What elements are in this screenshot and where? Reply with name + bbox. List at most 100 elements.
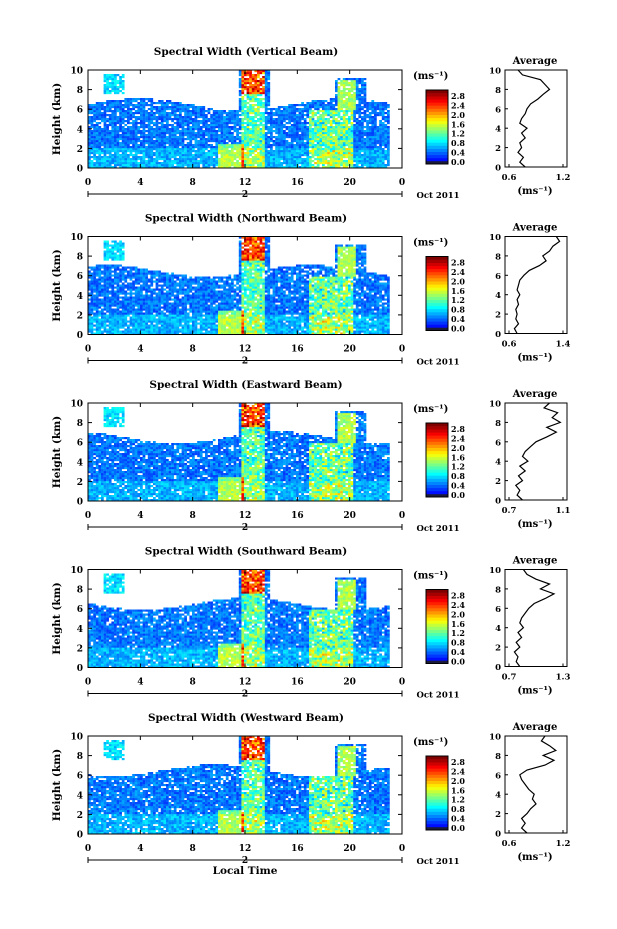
average-y-tick-label: 6: [495, 771, 501, 781]
colorbar: [425, 256, 449, 331]
average-y-tick-label: 0: [495, 497, 501, 507]
colorbar-tick-label: 1.6: [451, 619, 465, 629]
average-y-tick-label: 0: [495, 164, 501, 174]
average-y-tick-label: 0: [495, 330, 501, 340]
average-y-tick-label: 6: [495, 105, 501, 115]
colorbar-unit: (ms⁻¹): [413, 238, 448, 249]
average-y-tick-label: 4: [495, 458, 501, 468]
average-y-tick-label: 2: [495, 477, 501, 487]
colorbar-tick-label: 0.8: [451, 471, 465, 481]
average-y-tick-label: 8: [495, 752, 501, 762]
average-y-tick-label: 10: [489, 67, 501, 77]
colorbar-tick-label: 2.8: [451, 757, 465, 767]
colorbar-tick-label: 1.2: [451, 462, 465, 472]
average-x-tick-label: 0.6: [502, 839, 517, 849]
x-tick-label: 8: [190, 678, 196, 688]
x-tick-label: 8: [190, 844, 196, 854]
x-tick-label: 4: [137, 844, 143, 854]
average-title: Average: [512, 223, 558, 234]
average-x-axis-label: (ms⁻¹): [517, 353, 552, 364]
colorbar-tick-label: 0.0: [451, 324, 465, 334]
x-tick-label: 16: [291, 345, 304, 355]
y-axis-label: Height (km): [51, 582, 63, 654]
colorbar-tick-label: 2.0: [451, 276, 465, 286]
day-label: 2: [242, 690, 248, 700]
date-label: Oct 2011: [416, 358, 459, 368]
average-y-tick-label: 8: [495, 86, 501, 96]
average-x-tick-label: 1.2: [556, 173, 571, 183]
y-tick-label: 0: [77, 331, 83, 341]
day-label: 2: [242, 523, 248, 533]
y-tick-label: 8: [77, 752, 83, 762]
colorbar-tick-label: 2.8: [451, 91, 465, 101]
y-axis-label: Height (km): [51, 416, 63, 488]
average-y-tick-label: 6: [495, 438, 501, 448]
colorbar-tick-label: 1.2: [451, 129, 465, 139]
y-tick-label: 6: [77, 439, 83, 449]
colorbar-tick-label: 1.6: [451, 286, 465, 296]
colorbar-tick-label: 2.8: [451, 591, 465, 601]
x-tick-label: 8: [190, 178, 196, 188]
y-tick-label: 6: [77, 272, 83, 282]
x-tick-label: 4: [137, 678, 143, 688]
colorbar-tick-label: 0.8: [451, 638, 465, 648]
y-tick-label: 2: [77, 311, 83, 321]
average-y-tick-label: 4: [495, 125, 501, 135]
average-y-tick-label: 2: [495, 810, 501, 820]
colorbar: [425, 755, 449, 831]
average-y-tick-label: 8: [495, 419, 501, 429]
x-tick-label: 12: [239, 678, 252, 688]
average-x-tick-label: 1.3: [556, 673, 571, 683]
panel-title: Spectral Width (Westward Beam): [148, 712, 344, 724]
x-tick-label: 8: [190, 345, 196, 355]
date-label: Oct 2011: [416, 857, 459, 867]
date-label: Oct 2011: [416, 191, 459, 201]
average-profile-line: [517, 69, 551, 168]
average-x-axis-label: (ms⁻¹): [517, 686, 552, 697]
x-tick-label: 0: [85, 178, 91, 188]
date-label: Oct 2011: [416, 691, 459, 701]
y-axis-label: Height (km): [51, 249, 63, 321]
day-label: 2: [242, 357, 248, 367]
panel-5: Spectral Width (Westward Beam) Height (km…: [51, 712, 570, 877]
average-title: Average: [512, 556, 558, 567]
panel-title: Spectral Width (Southward Beam): [145, 546, 347, 558]
y-tick-label: 10: [70, 566, 83, 576]
colorbar-tick-label: 0.0: [451, 157, 465, 167]
x-axis-label: Local Time: [213, 865, 278, 877]
average-y-tick-label: 0: [495, 830, 501, 840]
panel-3: Spectral Width (Eastward Beam) Height (km…: [51, 379, 570, 534]
x-tick-label: 0: [399, 178, 405, 188]
colorbar-tick-label: 1.6: [451, 119, 465, 129]
colorbar-tick-label: 2.4: [451, 100, 465, 110]
colorbar-unit: (ms⁻¹): [413, 571, 448, 582]
colorbar-tick-label: 2.4: [451, 433, 465, 443]
x-tick-label: 16: [291, 178, 304, 188]
colorbar-tick-label: 0.0: [451, 657, 465, 667]
average-x-tick-label: 0.6: [502, 340, 517, 350]
y-axis-label: Height (km): [51, 83, 63, 155]
average-x-tick-label: 0.6: [502, 173, 517, 183]
average-x-tick-label: 1.2: [556, 839, 571, 849]
x-tick-label: 20: [343, 678, 356, 688]
average-y-tick-label: 4: [495, 624, 501, 634]
average-frame: [504, 402, 568, 501]
y-tick-label: 0: [77, 165, 83, 175]
colorbar-tick-label: 2.0: [451, 443, 465, 453]
y-tick-label: 2: [77, 478, 83, 488]
panel-title: Spectral Width (Eastward Beam): [149, 379, 342, 391]
average-y-tick-label: 0: [495, 663, 501, 673]
panel-1: Spectral Width (Vertical Beam) Height (km…: [51, 46, 570, 201]
colorbar-tick-label: 2.4: [451, 267, 465, 277]
average-y-tick-label: 10: [489, 733, 501, 743]
colorbar-unit: (ms⁻¹): [413, 71, 448, 82]
y-tick-label: 2: [77, 145, 83, 155]
x-tick-label: 0: [85, 678, 91, 688]
x-tick-label: 12: [239, 345, 252, 355]
heatmap-cells: [88, 736, 390, 835]
colorbar-tick-label: 1.6: [451, 452, 465, 462]
panel-title: Spectral Width (Northward Beam): [145, 213, 347, 225]
average-profile-line: [514, 402, 562, 501]
average-y-tick-label: 2: [495, 144, 501, 154]
colorbar-tick-label: 0.4: [451, 148, 465, 158]
